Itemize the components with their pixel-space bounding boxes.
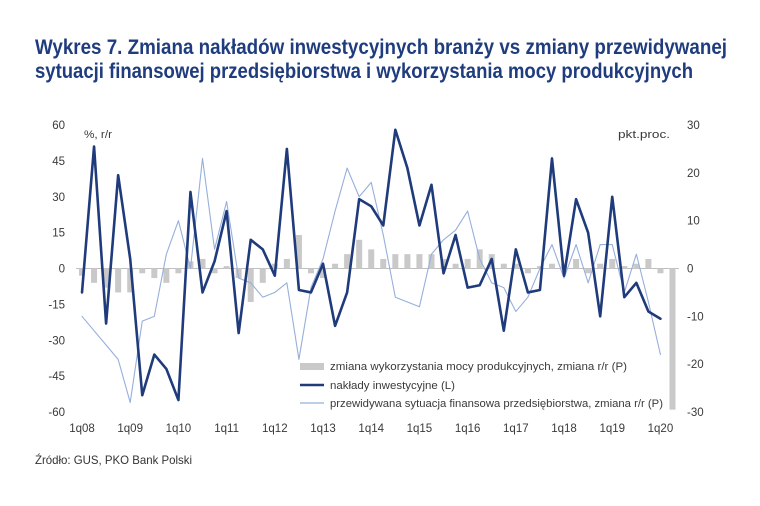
left-axis-tick-label: -30 xyxy=(48,335,65,347)
capacity-utilization-bar xyxy=(332,263,339,269)
capacity-utilization-bar xyxy=(115,268,122,293)
capacity-utilization-bar xyxy=(103,268,110,288)
left-axis-tick-label: 30 xyxy=(52,192,65,204)
left-axis-tick-label: 60 xyxy=(52,120,65,132)
capacity-utilization-bar xyxy=(259,268,266,283)
capacity-utilization-bar xyxy=(127,268,134,293)
capacity-utilization-bar xyxy=(669,268,676,410)
right-axis-tick-label: 30 xyxy=(687,120,700,132)
capacity-utilization-bar xyxy=(307,268,314,274)
capacity-utilization-bar xyxy=(235,268,242,279)
x-axis-tick-label: 1q12 xyxy=(262,423,288,435)
legend-label-capacity-utilization: zmiana wykorzystania mocy produkcyjnych,… xyxy=(330,361,627,373)
capacity-utilization-bars xyxy=(79,235,676,410)
capacity-utilization-bar xyxy=(151,268,158,279)
capacity-utilization-bar xyxy=(380,258,387,269)
left-axis: 60 45 30 15 0 -15 -30 -45 -60 xyxy=(48,120,65,419)
right-axis-unit-label: pkt.proc. xyxy=(618,129,670,141)
legend-swatch-capacity-utilization xyxy=(300,363,324,370)
capacity-utilization-bar xyxy=(597,263,604,269)
x-axis-tick-label: 1q17 xyxy=(503,423,529,435)
right-axis-tick-label: 10 xyxy=(687,216,700,228)
x-axis-tick-label: 1q19 xyxy=(599,423,625,435)
capacity-utilization-bar xyxy=(368,249,375,269)
capacity-utilization-bar xyxy=(524,268,531,274)
right-axis-tick-label: -20 xyxy=(687,359,704,371)
right-axis: 30 20 10 0 -10 -20 -30 xyxy=(687,120,704,419)
x-axis-tick-label: 1q09 xyxy=(117,423,143,435)
capacity-utilization-bar xyxy=(609,258,616,269)
capacity-utilization-bar xyxy=(404,254,411,269)
left-axis-tick-label: -15 xyxy=(48,299,65,311)
line-series xyxy=(80,128,662,403)
capacity-utilization-bar xyxy=(657,268,664,274)
capacity-utilization-bar xyxy=(295,235,302,269)
capacity-utilization-bar xyxy=(645,258,652,269)
left-axis-tick-label: 15 xyxy=(52,228,65,240)
capacity-utilization-bar xyxy=(320,268,327,279)
left-axis-tick-label: 0 xyxy=(59,264,65,276)
x-axis-tick-label: 1q13 xyxy=(310,423,336,435)
capacity-utilization-bar xyxy=(344,254,351,269)
expected-financial-situation-line xyxy=(81,157,662,403)
capacity-utilization-bar xyxy=(464,258,471,269)
x-axis: 1q08 1q09 1q10 1q11 1q12 1q13 1q14 1q15 1q16 1q17… xyxy=(69,423,673,435)
capacity-utilization-bar xyxy=(223,266,230,269)
capacity-utilization-bar xyxy=(211,268,218,274)
capacity-utilization-bar xyxy=(163,268,170,283)
x-axis-tick-label: 1q20 xyxy=(648,423,674,435)
legend-label-expected-financial-situation: przewidywana sytuacja finansowa przedsię… xyxy=(330,398,663,410)
capacity-utilization-bar xyxy=(247,268,254,302)
x-axis-tick-label: 1q10 xyxy=(166,423,192,435)
chart-title-line-1: Wykres 7. Zmiana nakładów inwestycyjnych… xyxy=(35,36,727,59)
capacity-utilization-bar xyxy=(573,258,580,269)
x-axis-tick-label: 1q16 xyxy=(455,423,481,435)
chart-title-line-2: sytuacji finansowej przedsiębiorstwa i w… xyxy=(35,60,693,83)
capacity-utilization-bar xyxy=(512,263,519,269)
capacity-utilization-bar xyxy=(175,268,182,274)
source-note: Źródło: GUS, PKO Bank Polski xyxy=(35,452,192,467)
right-axis-tick-label: -30 xyxy=(687,407,704,419)
capacity-utilization-bar xyxy=(428,254,435,269)
right-axis-tick-label: 0 xyxy=(687,264,693,276)
right-axis-tick-label: -10 xyxy=(687,311,704,323)
capacity-utilization-bar xyxy=(500,263,507,269)
right-axis-tick-label: 20 xyxy=(687,168,700,180)
capacity-utilization-bar xyxy=(139,268,146,274)
legend-label-investment-outlays: nakłady inwestycyjne (L) xyxy=(330,380,455,392)
capacity-utilization-bar xyxy=(79,268,85,276)
capacity-utilization-bar xyxy=(633,263,640,269)
capacity-utilization-bar xyxy=(416,254,423,269)
left-axis-tick-label: -45 xyxy=(48,371,65,383)
capacity-utilization-bar xyxy=(283,258,290,269)
capacity-utilization-bar xyxy=(91,268,98,283)
legend: zmiana wykorzystania mocy produkcyjnych,… xyxy=(300,361,663,410)
x-axis-tick-label: 1q14 xyxy=(358,423,384,435)
capacity-utilization-bar xyxy=(585,268,592,274)
capacity-utilization-bar xyxy=(452,263,459,269)
capacity-utilization-bar xyxy=(199,258,206,269)
capacity-utilization-bar xyxy=(548,263,555,269)
investment-outlays-line xyxy=(80,128,662,402)
left-axis-tick-label: 45 xyxy=(52,156,65,168)
x-axis-tick-label: 1q18 xyxy=(551,423,577,435)
left-axis-tick-label: -60 xyxy=(48,407,65,419)
plot-area xyxy=(76,128,679,410)
capacity-utilization-bar xyxy=(621,266,628,269)
left-axis-unit-label: %, r/r xyxy=(84,129,112,141)
x-axis-tick-label: 1q08 xyxy=(69,423,95,435)
x-axis-tick-label: 1q15 xyxy=(407,423,433,435)
capacity-utilization-bar xyxy=(356,239,363,269)
x-axis-tick-label: 1q11 xyxy=(214,423,239,435)
capacity-utilization-bar xyxy=(392,254,399,269)
